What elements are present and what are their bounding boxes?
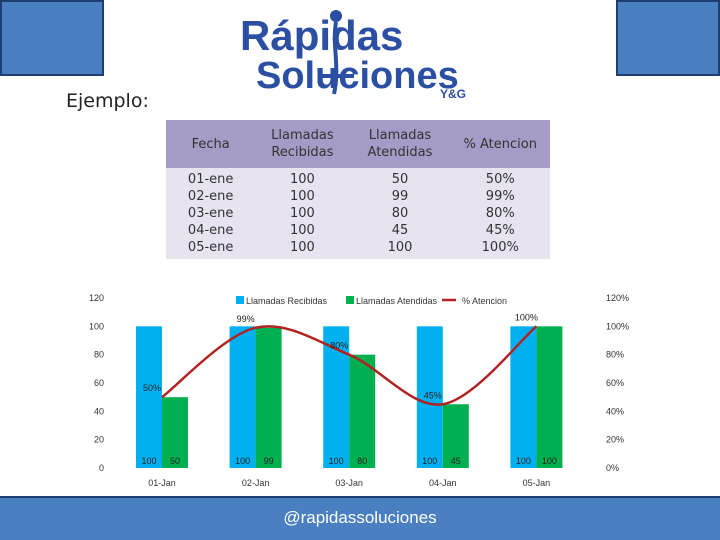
bar-atendidas: [255, 327, 282, 468]
bar-data-label: 100: [542, 456, 557, 466]
bar-data-label: 100: [516, 456, 531, 466]
table-cell: 100: [349, 239, 451, 259]
bar-recibidas: [416, 326, 443, 468]
bar-data-label: 99: [264, 456, 274, 466]
table-cell: 100: [255, 239, 350, 259]
legend-swatch: [236, 296, 244, 304]
table-cell: 100: [255, 222, 350, 239]
table-cell: 02-ene: [166, 188, 256, 205]
header-llamadas-recibidas: Llamadas Recibidas: [255, 120, 350, 168]
line-data-label: 50%: [143, 383, 161, 393]
logo-suffix: Y&G: [440, 87, 466, 98]
logo: Rápidas Soluciones Y&G: [240, 10, 466, 98]
line-series-atencion: [161, 325, 538, 406]
logo-line1: Rápidas: [240, 12, 403, 59]
bar-atendidas: [162, 397, 188, 468]
table-cell: 99: [349, 188, 451, 205]
y-right-tick-label: 60%: [606, 378, 624, 388]
header-llamadas-atendidas: Llamadas Atendidas: [349, 120, 451, 168]
table-cell: 100%: [450, 239, 550, 259]
line-data-label: 45%: [424, 390, 442, 400]
table-cell: 04-ene: [166, 222, 256, 239]
bar-data-label: 100: [422, 456, 437, 466]
corner-decoration-left: [0, 0, 104, 76]
x-category-label: 05-Jan: [523, 478, 551, 488]
corner-decoration-right: [616, 0, 720, 76]
table-header-row: Fecha Llamadas Recibidas Llamadas Atendi…: [166, 120, 550, 168]
table-cell: 45: [349, 222, 451, 239]
table-cell: 80: [349, 205, 451, 222]
legend-entry: % Atencion: [462, 296, 507, 306]
y-right-tick-label: 100%: [606, 321, 629, 331]
y-left-tick-label: 100: [89, 321, 104, 331]
table-cell: 100: [255, 205, 350, 222]
y-right-tick-label: 0%: [606, 463, 619, 473]
x-category-label: 01-Jan: [148, 478, 176, 488]
data-table: Fecha Llamadas Recibidas Llamadas Atendi…: [166, 120, 550, 259]
logo-figure-icon: [318, 10, 354, 95]
line-data-label: 80%: [330, 341, 348, 351]
y-left-tick-label: 40: [94, 406, 104, 416]
table-row: 05-ene 100 100 100%: [166, 239, 550, 259]
logo-line2: Soluciones: [256, 55, 459, 97]
legend-swatch: [346, 296, 354, 304]
bar-data-label: 100: [329, 456, 344, 466]
bar-atendidas: [536, 326, 563, 468]
table-cell: 03-ene: [166, 205, 256, 222]
table-row: 02-ene 100 99 99%: [166, 188, 550, 205]
legend-entry: Llamadas Atendidas: [356, 296, 438, 306]
table-cell: 99%: [450, 188, 550, 205]
bar-data-label: 80: [357, 456, 367, 466]
table-cell: 50: [349, 168, 451, 188]
table-row: 04-ene 100 45 45%: [166, 222, 550, 239]
table-cell: 100: [255, 188, 350, 205]
y-left-tick-label: 0: [99, 463, 104, 473]
y-right-tick-label: 20%: [606, 435, 624, 445]
legend-entry: Llamadas Recibidas: [246, 296, 328, 306]
bar-data-label: 100: [235, 456, 250, 466]
combo-chart: 0 20 40 60 80 100 120 0% 20% 40% 60% 80% 100% 120% 100…: [89, 293, 629, 488]
y-left-tick-label: 20: [94, 435, 104, 445]
line-data-label: 100%: [515, 312, 538, 322]
y-left-tick-label: 120: [89, 293, 104, 303]
x-category-label: 04-Jan: [429, 478, 457, 488]
footer-bar: [0, 496, 720, 540]
table-cell: 01-ene: [166, 168, 256, 188]
y-left-tick-label: 60: [94, 378, 104, 388]
bar-recibidas: [229, 326, 256, 468]
header-porcentaje-atencion: % Atencion: [450, 120, 550, 168]
bar-data-label: 50: [170, 456, 180, 466]
x-category-label: 02-Jan: [242, 478, 270, 488]
table-body: 01-ene 100 50 50% 02-ene 100 99 99% 03-ene 100 80 8…: [166, 168, 550, 259]
header-fecha: Fecha: [166, 120, 256, 168]
y-right-tick-label: 120%: [606, 293, 629, 303]
table-cell: 50%: [450, 168, 550, 188]
bar-atendidas: [349, 354, 376, 468]
line-data-label: 99%: [237, 314, 255, 324]
table-row: 01-ene 100 50 50%: [166, 168, 550, 188]
table-row: 03-ene 100 80 80%: [166, 205, 550, 222]
bar-atendidas: [442, 404, 469, 468]
table-cell: 05-ene: [166, 239, 256, 259]
footer-handle: @rapidassoluciones: [283, 508, 437, 527]
table-cell: 80%: [450, 205, 550, 222]
table-cell: 100: [255, 168, 350, 188]
table-cell: 45%: [450, 222, 550, 239]
y-right-tick-label: 40%: [606, 406, 624, 416]
example-label: Ejemplo:: [66, 90, 149, 112]
x-category-label: 03-Jan: [335, 478, 363, 488]
bar-data-label: 100: [141, 456, 156, 466]
bar-recibidas: [136, 326, 162, 468]
y-right-tick-label: 80%: [606, 350, 624, 360]
y-left-tick-label: 80: [94, 350, 104, 360]
bar-data-label: 45: [451, 456, 461, 466]
